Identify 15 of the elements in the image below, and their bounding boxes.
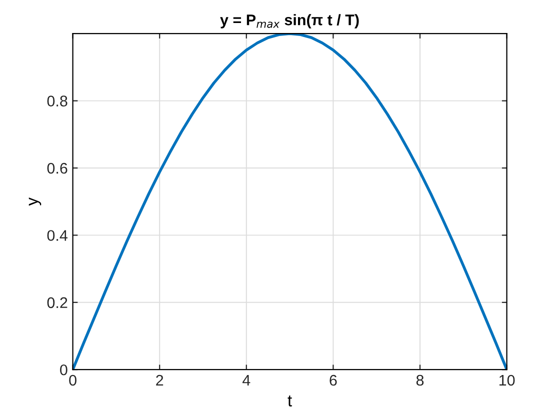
x-tick-label: 10 xyxy=(499,374,515,386)
y-tick-label: 0.2 xyxy=(47,297,68,308)
y-tick-label: 0.4 xyxy=(47,230,68,241)
x-tick-label: 8 xyxy=(416,374,424,386)
x-axis-title: t xyxy=(288,396,292,406)
x-tick-label: 4 xyxy=(242,375,250,386)
line-series xyxy=(72,34,507,370)
chart-title: y = P$_{max}$ sin(π t / T) xyxy=(220,14,359,28)
x-tick-label: 2 xyxy=(156,374,164,386)
y-tick-label: 0.8 xyxy=(47,96,68,106)
y-tick-label: 0 xyxy=(60,364,68,376)
x-tick-label: 6 xyxy=(330,374,337,386)
y-axis-title: y xyxy=(28,197,42,206)
y-tick-label: 0.6 xyxy=(47,162,68,174)
x-tick-label: 0 xyxy=(69,374,76,386)
